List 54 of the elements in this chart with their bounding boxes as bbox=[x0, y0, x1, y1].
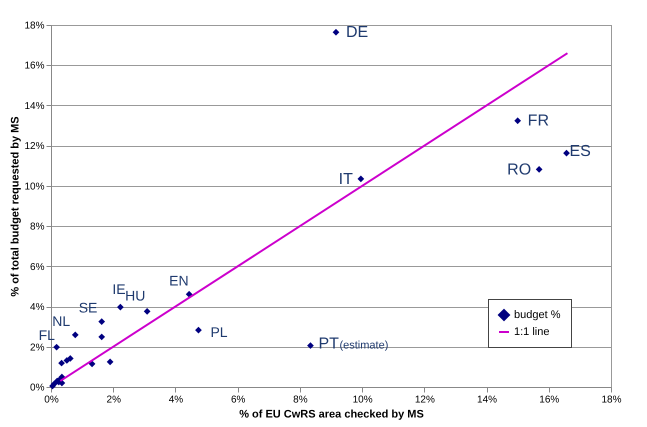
annotation: HU bbox=[125, 287, 146, 304]
annotation: FR bbox=[528, 112, 549, 130]
x-tick-label: 16% bbox=[539, 394, 560, 406]
y-tick-label: 0% bbox=[30, 382, 45, 394]
point bbox=[53, 344, 60, 351]
annotation: ES bbox=[570, 143, 591, 160]
annotation: IT bbox=[338, 170, 354, 188]
x-axis-title: % of EU CwRS area checked by MS bbox=[239, 408, 424, 420]
x-tick-label: 4% bbox=[168, 394, 184, 406]
annotation: PL bbox=[210, 324, 228, 340]
annotation: (estimate) bbox=[339, 340, 388, 352]
point bbox=[144, 308, 150, 315]
annotation: EN bbox=[169, 272, 189, 288]
x-tick-label: 10% bbox=[352, 394, 373, 406]
point bbox=[64, 357, 70, 364]
y-tick-label: 4% bbox=[30, 302, 45, 314]
y-tick-label: 18% bbox=[24, 20, 45, 32]
annotation: RO bbox=[507, 161, 532, 178]
annotation: FL bbox=[38, 327, 56, 344]
y-tick-label: 12% bbox=[24, 141, 45, 152]
y-tick-label: 2% bbox=[30, 342, 45, 354]
x-tick-label: 6% bbox=[230, 394, 246, 406]
y-tick-label: 8% bbox=[30, 222, 45, 233]
y-tick-label: 14% bbox=[24, 100, 45, 112]
point bbox=[58, 360, 65, 366]
point bbox=[117, 304, 124, 311]
y-tick-label: 16% bbox=[24, 60, 45, 72]
x-tick-label: 18% bbox=[601, 394, 622, 406]
annotation: IE bbox=[112, 281, 126, 298]
point bbox=[536, 166, 542, 173]
x-tick-label: 12% bbox=[414, 394, 435, 406]
y-axis-title: % of total budget requested by MS bbox=[9, 116, 22, 297]
legend-label: budget % bbox=[514, 309, 561, 321]
point bbox=[563, 150, 570, 156]
point bbox=[307, 342, 314, 349]
x-tick-label: 0% bbox=[44, 394, 59, 406]
y-tick-label: 10% bbox=[24, 181, 45, 192]
point bbox=[98, 334, 106, 340]
legend-label: 1:1 line bbox=[514, 326, 550, 338]
x-tick-label: 14% bbox=[477, 394, 498, 406]
annotation: DE bbox=[346, 24, 368, 42]
point bbox=[72, 332, 79, 338]
annotation: PT bbox=[318, 336, 340, 353]
point bbox=[106, 358, 114, 366]
x-tick-label: 2% bbox=[106, 394, 122, 406]
point bbox=[195, 326, 202, 334]
point bbox=[98, 318, 106, 325]
annotation: SE bbox=[78, 300, 98, 316]
point bbox=[358, 175, 364, 182]
y-tick-label: 6% bbox=[30, 262, 45, 273]
point bbox=[514, 117, 522, 124]
annotation: NL bbox=[52, 312, 70, 329]
point bbox=[332, 28, 340, 36]
x-tick-label: 8% bbox=[293, 394, 308, 406]
